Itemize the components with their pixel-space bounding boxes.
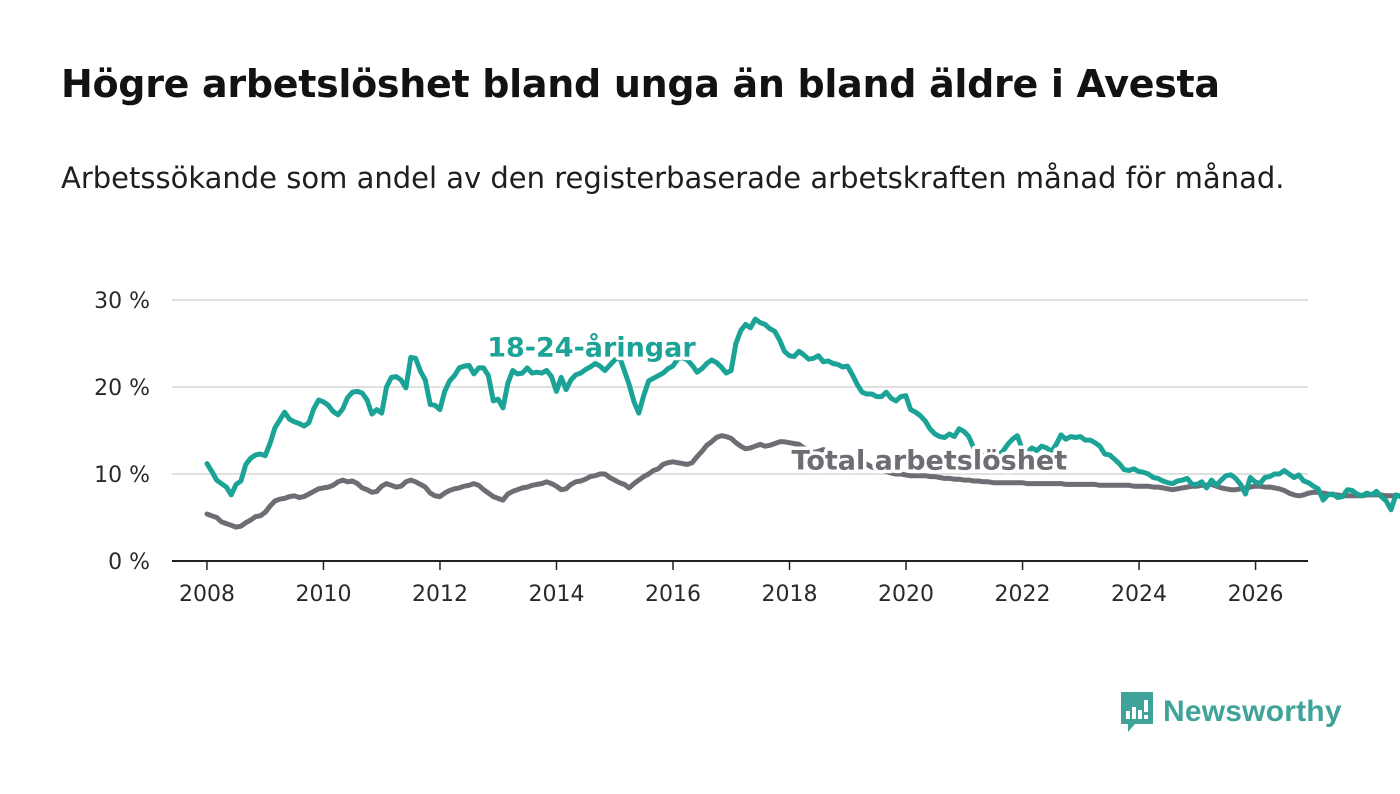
bar-chart-speech-bubble-icon <box>1121 692 1153 732</box>
x-tick-label: 2024 <box>1111 582 1167 607</box>
x-tick-label: 2026 <box>1228 582 1284 607</box>
x-tick-label: 2020 <box>878 582 934 607</box>
series-line-18-24 <box>204 316 1400 513</box>
page-title: Högre arbetslöshet bland unga än bland ä… <box>61 62 1220 106</box>
axes: 0 % 10 % 20 % 30 % 2008 2010 2012 2014 2016 2018 2… <box>94 289 1308 607</box>
x-tick-label: 2018 <box>762 582 818 607</box>
x-tick-label: 2014 <box>528 582 584 607</box>
gridlines <box>172 299 1308 475</box>
page-subtitle: Arbetssökande som andel av den registerb… <box>61 161 1285 195</box>
x-tick-label: 2008 <box>179 582 235 607</box>
y-tick-label: 20 % <box>94 376 150 401</box>
series-label-18-24: 18-24-åringar <box>487 332 696 364</box>
x-tick-label: 2022 <box>995 582 1051 607</box>
series-lines <box>204 316 1400 530</box>
newsworthy-logo: Newsworthy <box>1119 690 1342 734</box>
y-tick-label: 30 % <box>94 289 150 314</box>
x-tick-label: 2012 <box>412 582 468 607</box>
y-tick-label: 10 % <box>94 463 150 488</box>
series-label-total: Total arbetslöshet <box>792 446 1068 477</box>
x-tick-label: 2016 <box>645 582 701 607</box>
brand-name: Newsworthy <box>1163 695 1342 728</box>
x-tick-label: 2010 <box>295 582 351 607</box>
y-tick-label: 0 % <box>108 550 150 575</box>
